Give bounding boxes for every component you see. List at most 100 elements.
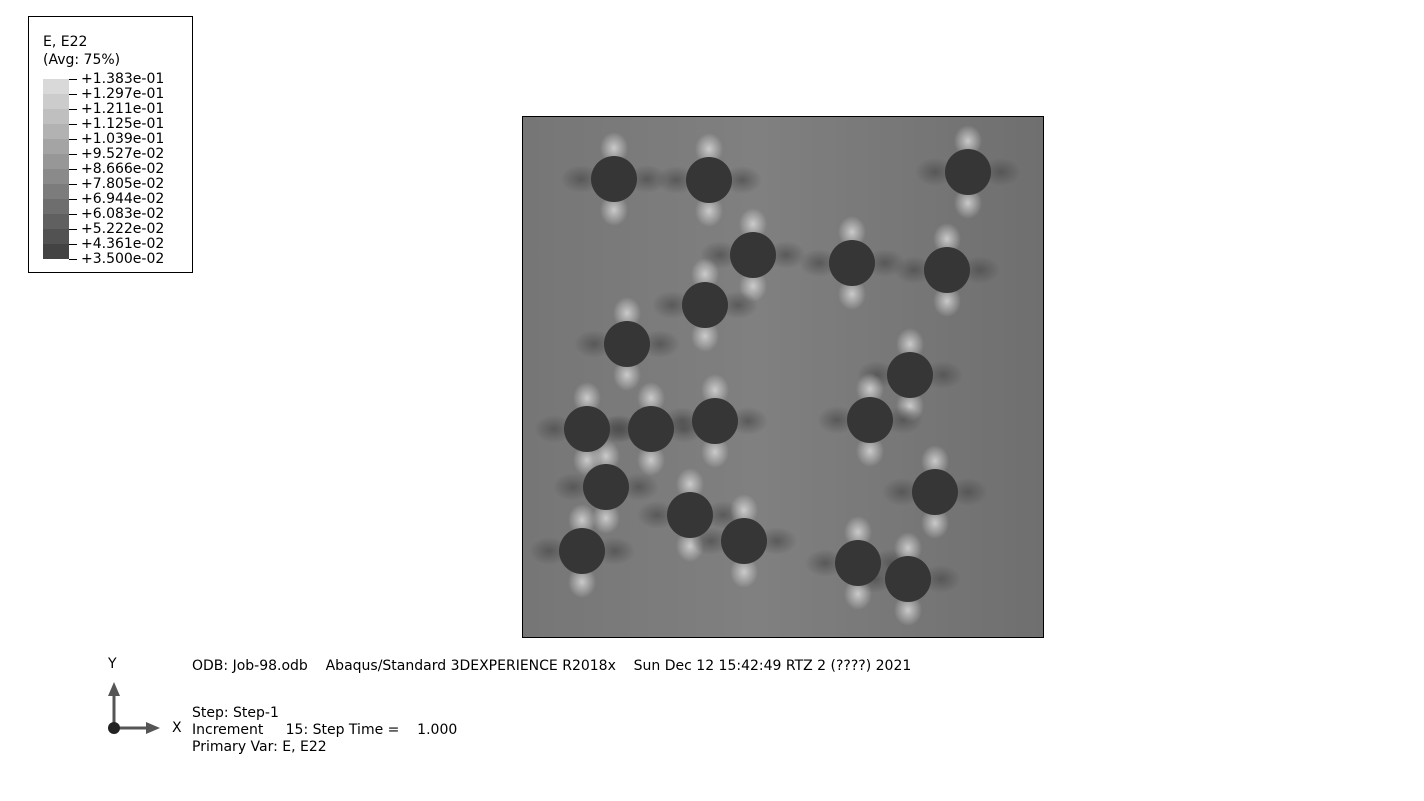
legend-tick: [69, 109, 77, 110]
legend-tick: [69, 139, 77, 140]
strain-shadow: [805, 549, 845, 577]
strain-concentration: [676, 468, 704, 500]
strain-concentration: [592, 502, 620, 534]
legend-label: +7.805e-02: [81, 176, 165, 192]
legend-label: +3.500e-02: [81, 251, 165, 267]
legend-variable: E, E22: [43, 34, 88, 50]
inclusion: [583, 464, 629, 510]
strain-shadow: [817, 406, 857, 434]
strain-shadow: [627, 165, 667, 193]
y-axis-label: Y: [108, 656, 117, 672]
model-border: [522, 116, 1044, 638]
legend-tick: [69, 124, 77, 125]
legend-tick: [69, 184, 77, 185]
inclusion: [721, 518, 767, 564]
legend-tick: [69, 79, 77, 80]
strain-concentration: [600, 194, 628, 226]
strain-concentration: [838, 216, 866, 248]
legend-title: E, E22 (Avg: 75%): [43, 33, 120, 69]
primary-var-info: Primary Var: E, E22: [192, 739, 327, 755]
strain-shadow: [948, 478, 988, 506]
legend-band: [43, 139, 69, 154]
model-viewport[interactable]: [522, 116, 1044, 638]
x-axis-label: X: [172, 720, 182, 736]
inclusion: [887, 352, 933, 398]
strain-shadow: [799, 249, 839, 277]
strain-shadow: [656, 166, 696, 194]
inclusion: [604, 321, 650, 367]
legend-averaging: (Avg: 75%): [43, 52, 121, 68]
inclusion: [686, 157, 732, 203]
strain-concentration: [856, 373, 884, 405]
axis-triad: Y X: [100, 654, 190, 744]
inclusion: [692, 398, 738, 444]
strain-concentration: [896, 328, 924, 360]
strain-shadow: [553, 473, 593, 501]
legend-label: +1.383e-01: [81, 71, 165, 87]
inclusion: [924, 247, 970, 293]
legend-band: [43, 214, 69, 229]
strain-shadow: [915, 158, 955, 186]
strain-shadow: [595, 537, 635, 565]
strain-concentration: [568, 504, 596, 536]
contour-legend[interactable]: E, E22 (Avg: 75%) +1.383e-01 +1.297e-01 +1…: [28, 16, 193, 273]
legend-label: +1.125e-01: [81, 116, 165, 132]
strain-shadow: [883, 406, 923, 434]
strain-concentration: [637, 444, 665, 476]
legend-label: +1.211e-01: [81, 101, 165, 117]
legend-band: [43, 229, 69, 244]
triad-arrows: [108, 682, 160, 734]
strain-concentration: [844, 516, 872, 548]
strain-concentration: [730, 494, 758, 526]
strain-concentration: [739, 208, 767, 240]
legend-tick: [69, 169, 77, 170]
model-render: [522, 116, 1044, 638]
strain-concentration: [691, 320, 719, 352]
inclusion: [667, 492, 713, 538]
strain-concentration: [695, 195, 723, 227]
strain-concentration: [613, 297, 641, 329]
inclusion: [682, 282, 728, 328]
strain-concentration: [637, 382, 665, 414]
strain-shadow: [640, 330, 680, 358]
inclusion: [835, 540, 881, 586]
strain-shadow: [960, 256, 1000, 284]
strain-shadow: [652, 291, 692, 319]
legend-label: +4.361e-02: [81, 236, 165, 252]
legend-band: [43, 109, 69, 124]
strain-shadow: [757, 527, 797, 555]
strain-shadow: [718, 291, 758, 319]
strain-concentration: [921, 445, 949, 477]
strain-shadow: [766, 241, 806, 269]
inclusion: [564, 406, 610, 452]
inclusion: [559, 528, 605, 574]
legend-label: +6.944e-02: [81, 191, 165, 207]
strain-shadow: [728, 407, 768, 435]
inclusion: [847, 397, 893, 443]
strain-concentration: [838, 278, 866, 310]
strain-shadow: [529, 537, 569, 565]
inclusion: [730, 232, 776, 278]
odb-info: ODB: Job-98.odb Abaqus/Standard 3DEXPERI…: [192, 658, 912, 674]
strain-concentration: [921, 507, 949, 539]
legend-tick: [69, 244, 77, 245]
strain-field-layer: [529, 125, 1021, 626]
strain-shadow: [534, 415, 574, 443]
legend-label: +8.666e-02: [81, 161, 165, 177]
legend-band: [43, 94, 69, 109]
legend-label: +5.222e-02: [81, 221, 165, 237]
strain-shadow: [894, 256, 934, 284]
legend-band: [43, 79, 69, 94]
legend-color-bar: [43, 79, 77, 260]
strain-shadow: [722, 166, 762, 194]
inclusion: [591, 156, 637, 202]
strain-concentration: [568, 566, 596, 598]
legend-tick: [69, 259, 77, 260]
strain-shadow: [921, 565, 961, 593]
inclusion: [945, 149, 991, 195]
legend-tick: [69, 94, 77, 95]
strain-concentration: [600, 132, 628, 164]
legend-tick: [69, 214, 77, 215]
strain-concentration: [730, 556, 758, 588]
strain-shadow: [923, 361, 963, 389]
